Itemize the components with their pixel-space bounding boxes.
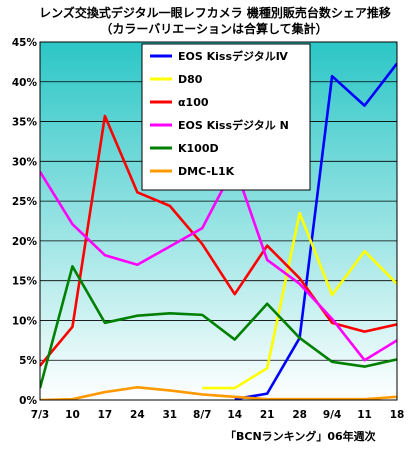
y-axis-ticks: 0% 5% 10% 15% 20% 25% 30% 35% 40% 45% (12, 37, 38, 407)
legend-label: α100 (178, 96, 209, 109)
y-tick-label: 35% (12, 117, 38, 129)
legend-label: EOS KissデジタルⅣ (178, 49, 289, 63)
y-tick-label: 10% (12, 315, 38, 327)
series-line-5 (40, 385, 397, 400)
x-tick-label: 10 (65, 409, 80, 421)
x-tick-label: 14 (227, 409, 242, 421)
x-tick-label: 21 (260, 409, 275, 421)
series-line-0 (234, 62, 397, 400)
x-tick-label: 28 (292, 409, 307, 421)
x-tick-label: 11 (357, 409, 372, 421)
chart-title: レンズ交換式デジタル一眼レフカメラ 機種別販売台数シェア推移 (39, 5, 391, 20)
series-lines (40, 62, 397, 400)
series-line-4 (40, 265, 397, 389)
chart-subtitle: （カラーバリエーションは合算して集計） (100, 21, 327, 36)
legend-label: D80 (178, 73, 203, 86)
legend-label: K100D (178, 142, 219, 155)
source-note: 「BCNランキング」06年週次 (225, 429, 376, 443)
legend: EOS KissデジタルⅣ D80 α100 EOS Kissデジタル N K100D D… (141, 43, 311, 191)
y-tick-label: 40% (12, 77, 38, 89)
series-line-3 (40, 164, 397, 362)
legend-label: DMC-L1K (178, 165, 235, 178)
x-axis-ticks: 7/3 10 17 24 31 8/7 14 21 28 9/4 11 18 (31, 409, 405, 421)
x-tick-label: 7/3 (31, 409, 49, 421)
y-tick-label: 20% (12, 236, 38, 248)
legend-label: EOS Kissデジタル N (178, 118, 289, 132)
y-tick-label: 0% (19, 395, 37, 407)
x-tick-label: 18 (390, 409, 405, 421)
x-tick-label: 9/4 (323, 409, 341, 421)
y-tick-label: 30% (12, 156, 38, 168)
legend-box (141, 43, 311, 191)
x-tick-label: 8/7 (193, 409, 211, 421)
y-tick-label: 5% (19, 355, 37, 367)
plot-border (39, 41, 398, 401)
x-tick-label: 17 (98, 409, 113, 421)
y-tick-label: 25% (12, 196, 38, 208)
x-tick-label: 24 (130, 409, 145, 421)
y-tick-label: 15% (12, 276, 38, 288)
y-tick-label: 45% (12, 37, 38, 49)
x-tick-label: 31 (163, 409, 178, 421)
series-line-1 (202, 211, 397, 390)
